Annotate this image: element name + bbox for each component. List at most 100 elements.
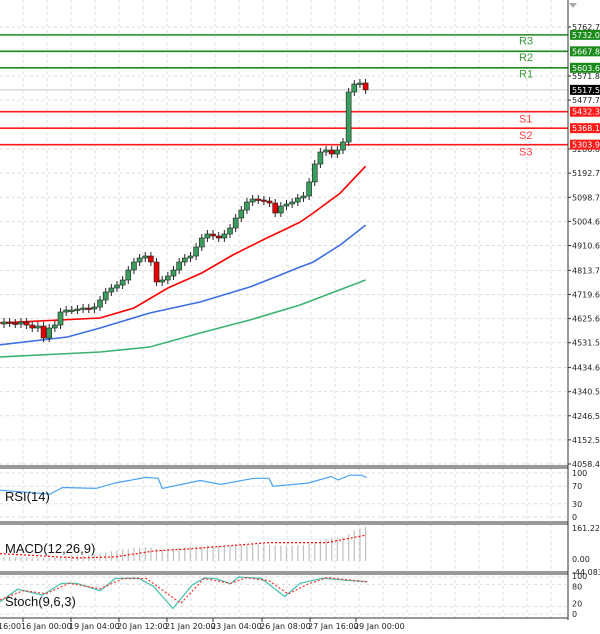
candle xyxy=(215,235,222,239)
stoch-tick-label: 0 xyxy=(572,610,577,619)
candle xyxy=(272,202,279,214)
candle xyxy=(278,205,284,214)
candle xyxy=(334,149,341,155)
candle xyxy=(63,309,69,313)
stoch-title: Stoch(9,6,3) xyxy=(5,594,76,609)
current-price-label: 5517.54 xyxy=(572,86,600,95)
candle xyxy=(108,287,115,293)
candle xyxy=(125,269,132,281)
candle xyxy=(227,227,233,235)
candle xyxy=(40,325,47,339)
y-tick-label: 4434.60 xyxy=(572,364,600,373)
x-tick-label: 16 Jan 00:00 xyxy=(21,622,72,631)
candle xyxy=(159,279,165,283)
macd-tick-label: 161.225 xyxy=(572,524,600,533)
rsi-line xyxy=(0,474,367,495)
candles xyxy=(1,79,369,343)
candle xyxy=(80,307,86,310)
candle xyxy=(204,233,211,239)
x-tick-label: 19 Jan 04:00 xyxy=(69,622,120,631)
candle xyxy=(221,233,228,239)
candle xyxy=(69,309,75,312)
candle xyxy=(176,261,182,271)
y-tick-label: 5192.75 xyxy=(572,169,600,178)
y-tick-label: 4910.65 xyxy=(572,241,600,250)
candle xyxy=(311,163,318,183)
candle xyxy=(300,195,307,199)
candle xyxy=(244,201,250,211)
level-price-label: 5303.94 xyxy=(572,141,600,150)
candle xyxy=(238,209,245,219)
candle xyxy=(210,233,216,237)
candle xyxy=(165,275,171,281)
candle xyxy=(294,197,301,203)
x-tick-label: 29 Jan 00:00 xyxy=(354,622,405,631)
candle xyxy=(351,83,358,93)
candle xyxy=(198,237,205,248)
candle xyxy=(261,199,267,202)
level-label-s1: S1 xyxy=(519,114,532,126)
candle xyxy=(362,82,369,91)
y-tick-label: 5571.80 xyxy=(572,72,600,81)
candle xyxy=(182,257,188,263)
y-tick-label: 4531.55 xyxy=(572,339,600,348)
candle xyxy=(142,255,149,259)
level-price-tag xyxy=(570,106,600,117)
level-price-tag xyxy=(570,123,600,134)
moving-averages xyxy=(0,165,367,358)
level-label-s3: S3 xyxy=(519,147,532,159)
moving-average-line xyxy=(0,165,367,324)
y-tick-label: 5098.70 xyxy=(572,193,600,202)
candle xyxy=(18,321,24,325)
scroll-marker-icon[interactable] xyxy=(569,3,577,8)
candle xyxy=(29,324,36,329)
rsi-tick-label: 0 xyxy=(572,513,577,522)
macd-tick-label: -44.083 xyxy=(572,568,600,577)
grid xyxy=(0,0,568,618)
candle xyxy=(119,279,126,286)
candle xyxy=(57,311,64,326)
level-price-tag xyxy=(570,139,600,150)
y-tick-label: 4719.65 xyxy=(572,290,600,299)
stoch-signal-line xyxy=(0,577,368,605)
x-tick-label: 23 Jan 04:00 xyxy=(211,622,262,631)
x-tick-label: 16:00 xyxy=(0,622,21,631)
stoch-tick-label: 20 xyxy=(572,600,582,609)
y-tick-label: 4625.60 xyxy=(572,315,600,324)
candle xyxy=(114,284,120,289)
level-price-label: 5732.06 xyxy=(572,31,600,40)
level-label-r2: R2 xyxy=(519,52,533,64)
stoch-tick-label: 100 xyxy=(572,572,587,581)
rsi-tick-label: 100 xyxy=(572,469,587,478)
candle xyxy=(85,307,92,310)
level-price-tag xyxy=(570,29,600,40)
level-label-s2: S2 xyxy=(519,130,532,142)
candle xyxy=(131,261,137,271)
candle xyxy=(97,299,103,308)
y-tick-label: 5762.75 xyxy=(572,23,600,32)
x-tick-label: 21 Jan 20:00 xyxy=(165,622,216,631)
rsi-title: RSI(14) xyxy=(5,489,50,504)
y-tick-label: 5477.75 xyxy=(572,96,600,105)
candle xyxy=(317,151,324,165)
candle xyxy=(306,181,312,197)
candle xyxy=(323,149,329,153)
candle xyxy=(193,246,199,257)
y-tick-label: 4152.55 xyxy=(572,436,600,445)
stoch-tick-label: 80 xyxy=(572,582,582,591)
macd-tick-label: 0.00 xyxy=(572,555,590,564)
level-price-tag xyxy=(570,62,600,73)
candle xyxy=(52,324,58,329)
x-tick-label: 20 Jan 12:00 xyxy=(117,622,168,631)
level-price-label: 5368.16 xyxy=(572,124,600,133)
level-price-label: 5603.62 xyxy=(572,64,600,73)
candle xyxy=(340,141,346,151)
y-tick-label: 5004.65 xyxy=(572,217,600,226)
candle xyxy=(148,255,154,263)
panel-frames xyxy=(0,0,569,620)
macd-title: MACD(12,26,9) xyxy=(5,541,95,556)
candle xyxy=(345,91,352,143)
candle xyxy=(6,321,13,324)
macd-signal-line xyxy=(0,534,366,559)
